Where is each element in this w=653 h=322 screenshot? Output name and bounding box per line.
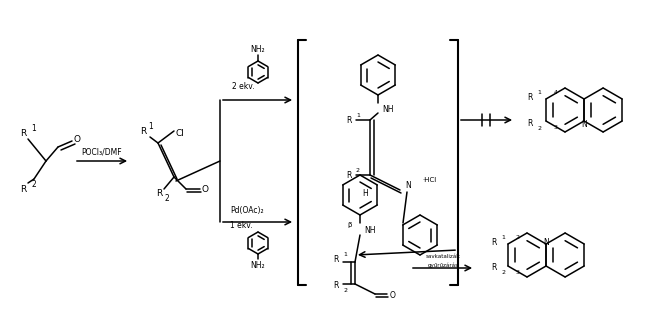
Text: R: R: [140, 127, 146, 136]
Text: R: R: [528, 118, 533, 128]
Text: 2: 2: [356, 167, 360, 173]
Text: 1: 1: [343, 252, 347, 258]
Text: R: R: [528, 92, 533, 101]
Text: POCl₃/DMF: POCl₃/DMF: [82, 147, 122, 156]
Text: 2: 2: [516, 235, 520, 240]
Text: 2 ekv.: 2 ekv.: [232, 81, 255, 90]
Text: R: R: [20, 128, 26, 137]
Text: 2: 2: [501, 270, 505, 276]
Text: O: O: [390, 290, 396, 299]
Text: R: R: [156, 188, 162, 197]
Text: 2: 2: [165, 194, 169, 203]
Text: gyűrűzárás: gyűrűzárás: [428, 262, 458, 268]
Text: O: O: [74, 135, 80, 144]
Text: R: R: [492, 263, 497, 272]
Text: β: β: [347, 222, 352, 228]
Text: 2: 2: [31, 179, 36, 188]
Text: 2: 2: [343, 289, 347, 293]
Text: NH₂: NH₂: [251, 44, 265, 53]
Text: NH₂: NH₂: [251, 260, 265, 270]
Text: O: O: [202, 185, 208, 194]
Text: ·HCl: ·HCl: [422, 177, 436, 183]
Text: 3: 3: [554, 125, 558, 130]
Text: savkatalizált: savkatalizált: [426, 254, 460, 260]
Text: 1: 1: [537, 90, 541, 94]
Text: 1 ekv.: 1 ekv.: [230, 221, 253, 230]
Text: H: H: [362, 188, 368, 197]
Text: N: N: [405, 181, 411, 190]
Text: R: R: [347, 171, 352, 179]
Text: 1: 1: [149, 121, 153, 130]
Text: R: R: [334, 255, 339, 264]
Text: N: N: [581, 119, 587, 128]
Text: Cl: Cl: [176, 128, 185, 137]
Text: R: R: [20, 185, 26, 194]
Text: NH: NH: [382, 105, 394, 113]
Text: NH: NH: [364, 225, 375, 234]
Text: Pd(OAc)₂: Pd(OAc)₂: [230, 205, 264, 214]
Text: 2: 2: [537, 126, 541, 130]
Text: R: R: [492, 238, 497, 247]
Text: 1: 1: [31, 124, 36, 132]
Text: 4: 4: [554, 90, 558, 95]
Text: 3: 3: [516, 270, 520, 275]
Text: R: R: [347, 116, 352, 125]
Text: 1: 1: [501, 234, 505, 240]
Text: 1: 1: [356, 112, 360, 118]
Text: R: R: [334, 281, 339, 290]
Text: N: N: [543, 238, 549, 247]
